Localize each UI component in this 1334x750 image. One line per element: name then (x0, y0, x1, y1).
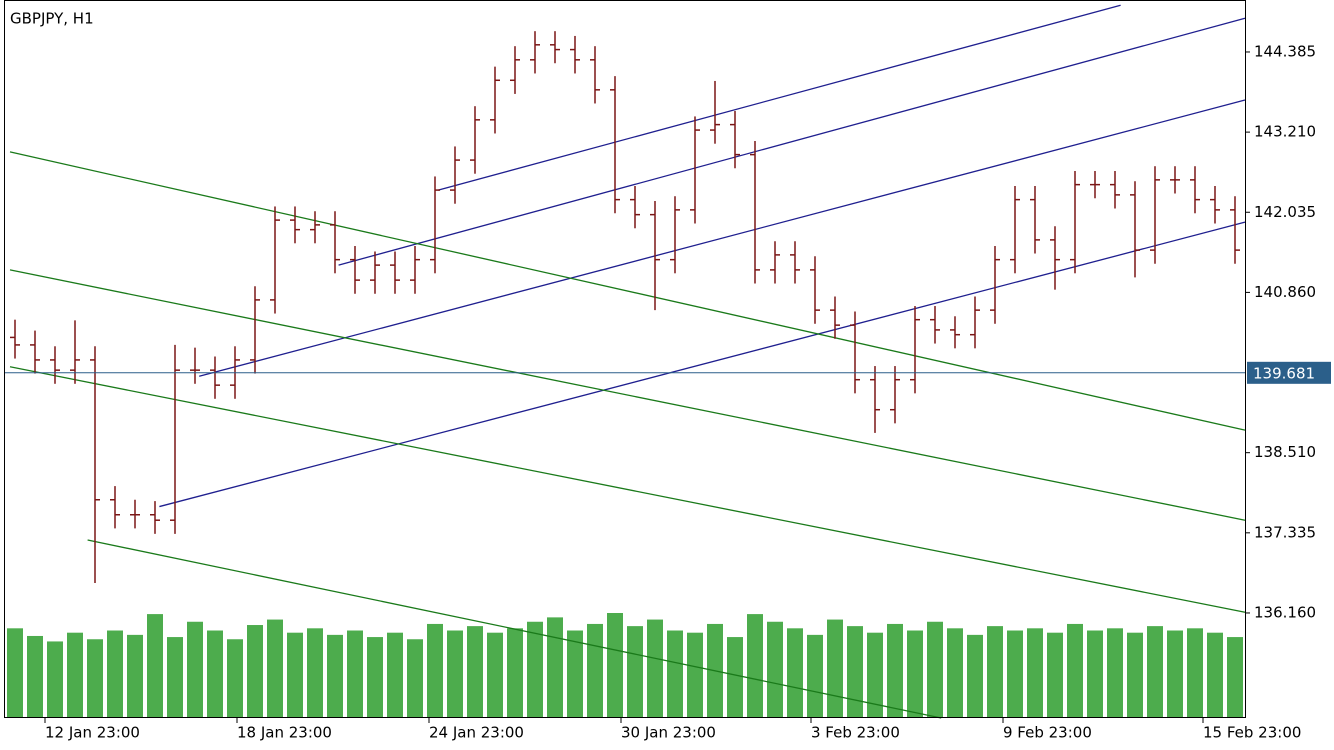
volume-bar (947, 628, 963, 718)
volume-bar (927, 621, 943, 718)
y-tick-label: 136.160 (1254, 603, 1316, 621)
volume-bar (447, 630, 463, 718)
trendline (9, 151, 1246, 431)
volume-bar (967, 634, 983, 718)
x-tick-label: 30 Jan 23:00 (621, 724, 716, 742)
volume-bar (767, 621, 783, 718)
y-tick-label: 143.210 (1254, 123, 1316, 141)
volume-bar (147, 614, 163, 718)
trendline (338, 17, 1246, 266)
axis-layer: 144.385 143.210 142.035 140.860 138.510 137.3… (5, 42, 1331, 742)
volume-bar (607, 613, 623, 718)
volume-bar (647, 619, 663, 718)
volume-bar (1127, 632, 1143, 718)
volume-bar (307, 628, 323, 718)
volume-bar (887, 623, 903, 718)
volume-bar (67, 632, 83, 718)
x-tick-label: 18 Jan 23:00 (237, 724, 332, 742)
trendline (9, 269, 1246, 521)
x-tick-label: 15 Feb 23:00 (1203, 724, 1301, 742)
volume-bar (227, 639, 243, 718)
volume-bar (7, 628, 23, 718)
volume-layer (7, 613, 1243, 718)
volume-bar (387, 632, 403, 718)
volume-bar (587, 623, 603, 718)
volume-bar (1227, 637, 1243, 718)
current-price-label: 139.681 (1253, 364, 1315, 382)
chart-title: GBPJPY, H1 (10, 10, 94, 28)
volume-bar (1087, 630, 1103, 718)
volume-bar (1047, 632, 1063, 718)
volume-bar (107, 630, 123, 718)
volume-bar (807, 634, 823, 718)
volume-bar (187, 621, 203, 718)
volume-bar (507, 628, 523, 718)
x-tick-label: 9 Feb 23:00 (1003, 724, 1092, 742)
trendline (9, 366, 1246, 613)
volume-bar (47, 641, 63, 718)
volume-bar (327, 634, 343, 718)
volume-bar (167, 637, 183, 718)
volume-bar (27, 635, 43, 718)
volume-bar (1007, 630, 1023, 718)
volume-bar (427, 623, 443, 718)
volume-bar (87, 639, 103, 718)
x-tick-label: 24 Jan 23:00 (429, 724, 524, 742)
volume-bar (1027, 628, 1043, 718)
y-tick-label: 142.035 (1254, 203, 1316, 221)
volume-bar (527, 621, 543, 718)
y-tick-label: 137.335 (1254, 523, 1316, 541)
trendline-layer (9, 4, 1246, 719)
volume-bar (727, 637, 743, 718)
volume-bar (267, 619, 283, 718)
volume-bar (347, 630, 363, 718)
volume-bar (787, 628, 803, 718)
volume-bar (1187, 628, 1203, 718)
volume-bar (407, 639, 423, 718)
trendline (159, 221, 1246, 508)
volume-bar (567, 630, 583, 718)
current-price-box (1247, 361, 1331, 384)
volume-bar (1067, 623, 1083, 718)
volume-bar (127, 634, 143, 718)
volume-bar (1207, 632, 1223, 718)
y-tick-label: 140.860 (1254, 283, 1316, 301)
volume-bar (627, 626, 643, 718)
price-layer (10, 31, 1240, 583)
volume-bar (667, 630, 683, 718)
trendline (87, 539, 942, 719)
volume-bar (207, 630, 223, 718)
volume-bar (747, 614, 763, 718)
y-tick-label: 144.385 (1254, 42, 1316, 60)
plot-frame (4, 0, 1246, 718)
trendline (199, 99, 1246, 377)
volume-bar (987, 626, 1003, 718)
x-tick-label: 3 Feb 23:00 (811, 724, 900, 742)
volume-bar (847, 626, 863, 718)
volume-bar (247, 625, 263, 718)
volume-bar (367, 637, 383, 718)
x-tick-label: 12 Jan 23:00 (45, 724, 140, 742)
y-tick-label: 138.510 (1254, 443, 1316, 461)
volume-bar (1107, 628, 1123, 718)
volume-bar (907, 630, 923, 718)
volume-bar (1167, 630, 1183, 718)
trendline (438, 4, 1121, 191)
volume-bar (687, 632, 703, 718)
volume-bar (547, 617, 563, 718)
volume-bar (467, 626, 483, 718)
volume-bar (1147, 626, 1163, 718)
volume-bar (867, 632, 883, 718)
volume-bar (487, 632, 503, 718)
volume-bar (287, 632, 303, 718)
volume-bar (827, 619, 843, 718)
